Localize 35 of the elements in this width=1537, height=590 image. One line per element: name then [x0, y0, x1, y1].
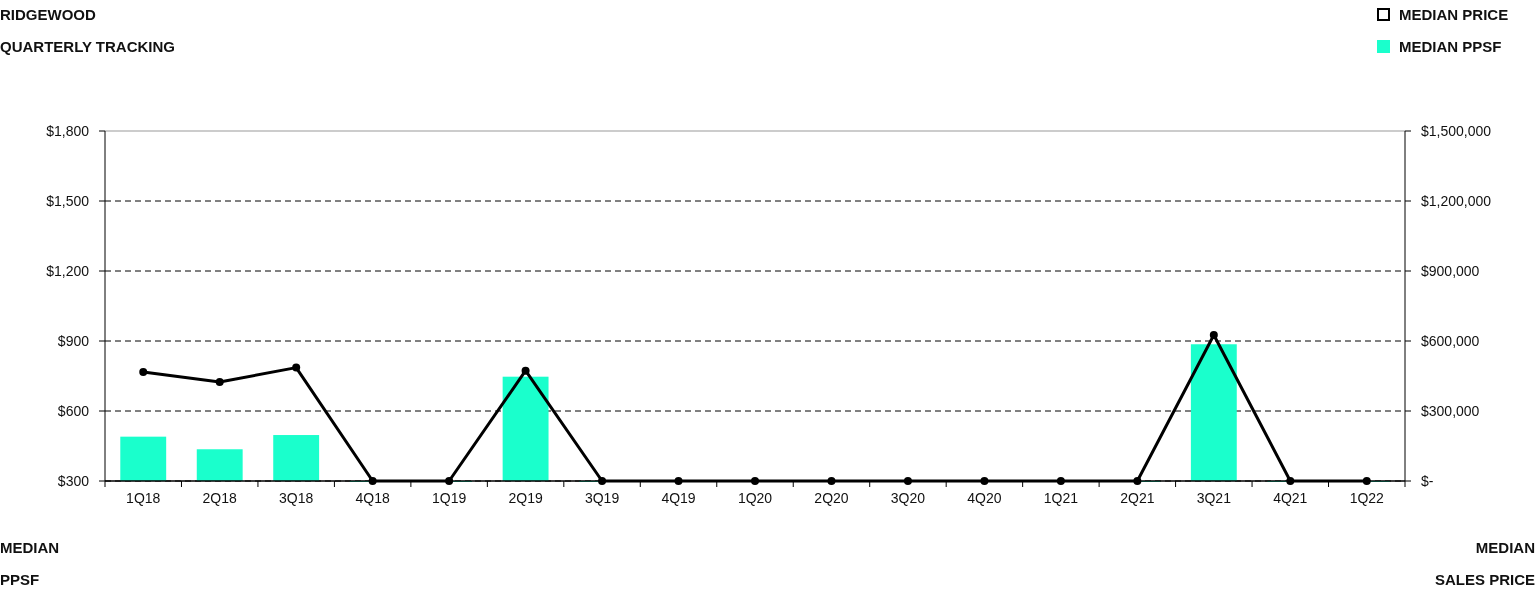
y2-axis-title: MEDIAN SALES PRICE	[1434, 539, 1535, 588]
y2-tick-label: $600,000	[1421, 332, 1480, 349]
y-tick-label: $600	[57, 402, 90, 419]
x-tick-label: 2Q18	[202, 490, 238, 506]
y-tick-label: $300	[57, 472, 90, 489]
x-tick-label: 3Q19	[584, 490, 620, 506]
x-tick-label: 1Q18	[126, 490, 161, 506]
x-tick-label: 4Q19	[661, 490, 696, 506]
y-tick-label: $900	[57, 332, 90, 349]
x-tick-label: 2Q20	[814, 490, 849, 506]
y2-tick-label: $900,000	[1421, 262, 1480, 279]
legend-label: MEDIAN PPSF	[1399, 38, 1502, 55]
x-tick-label: 1Q19	[431, 490, 467, 506]
x-tick-label: 1Q22	[1349, 490, 1385, 506]
x-tick-label: 3Q18	[279, 490, 314, 506]
y2-tick-label: $-	[1421, 472, 1434, 489]
y-tick-label: $1,800	[46, 122, 90, 139]
chart-subtitle: QUARTERLY TRACKING	[0, 38, 176, 55]
chart-title: RIDGEWOOD	[0, 6, 96, 23]
x-tick-label: 1Q21	[1043, 490, 1079, 506]
x-tick-label: 4Q21	[1273, 490, 1308, 506]
legend-label: MEDIAN PRICE	[1399, 6, 1509, 23]
y-tick-label: $1,500	[46, 192, 90, 209]
x-tick-label: 3Q20	[890, 490, 926, 506]
x-tick-label: 1Q20	[737, 490, 773, 506]
y2-tick-label: $1,200,000	[1421, 192, 1492, 209]
y-axis-title: MEDIAN PPSF	[0, 539, 60, 588]
x-tick-label: 3Q21	[1196, 490, 1232, 506]
x-tick-label: 2Q19	[508, 490, 543, 506]
y-tick-label: $1,200	[46, 262, 90, 279]
y2-tick-label: $1,500,000	[1421, 122, 1492, 139]
x-tick-label: 4Q20	[967, 490, 1002, 506]
y2-tick-label: $300,000	[1421, 402, 1480, 419]
x-tick-label: 4Q18	[355, 490, 390, 506]
x-tick-label: 2Q21	[1120, 490, 1155, 506]
